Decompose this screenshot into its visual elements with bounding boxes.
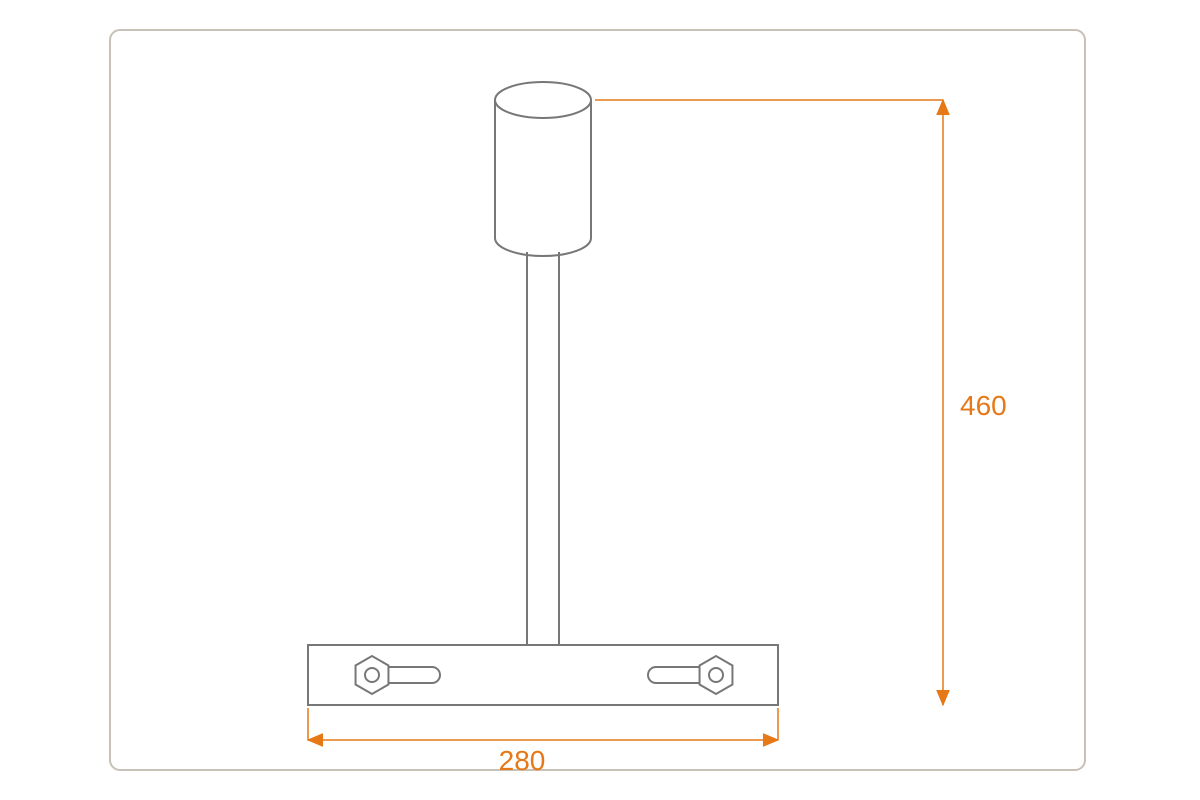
outer-frame bbox=[110, 30, 1085, 770]
cylinder-bottom-arc bbox=[495, 238, 591, 256]
dimension-height-value: 460 bbox=[960, 390, 1007, 421]
hex-nut-right bbox=[700, 656, 733, 694]
cylinder-top-ellipse bbox=[495, 82, 591, 118]
dimension-width-value: 280 bbox=[499, 745, 546, 776]
hex-nut-left bbox=[356, 656, 389, 694]
part-outline bbox=[308, 82, 778, 705]
technical-drawing: 460 280 bbox=[0, 0, 1200, 800]
